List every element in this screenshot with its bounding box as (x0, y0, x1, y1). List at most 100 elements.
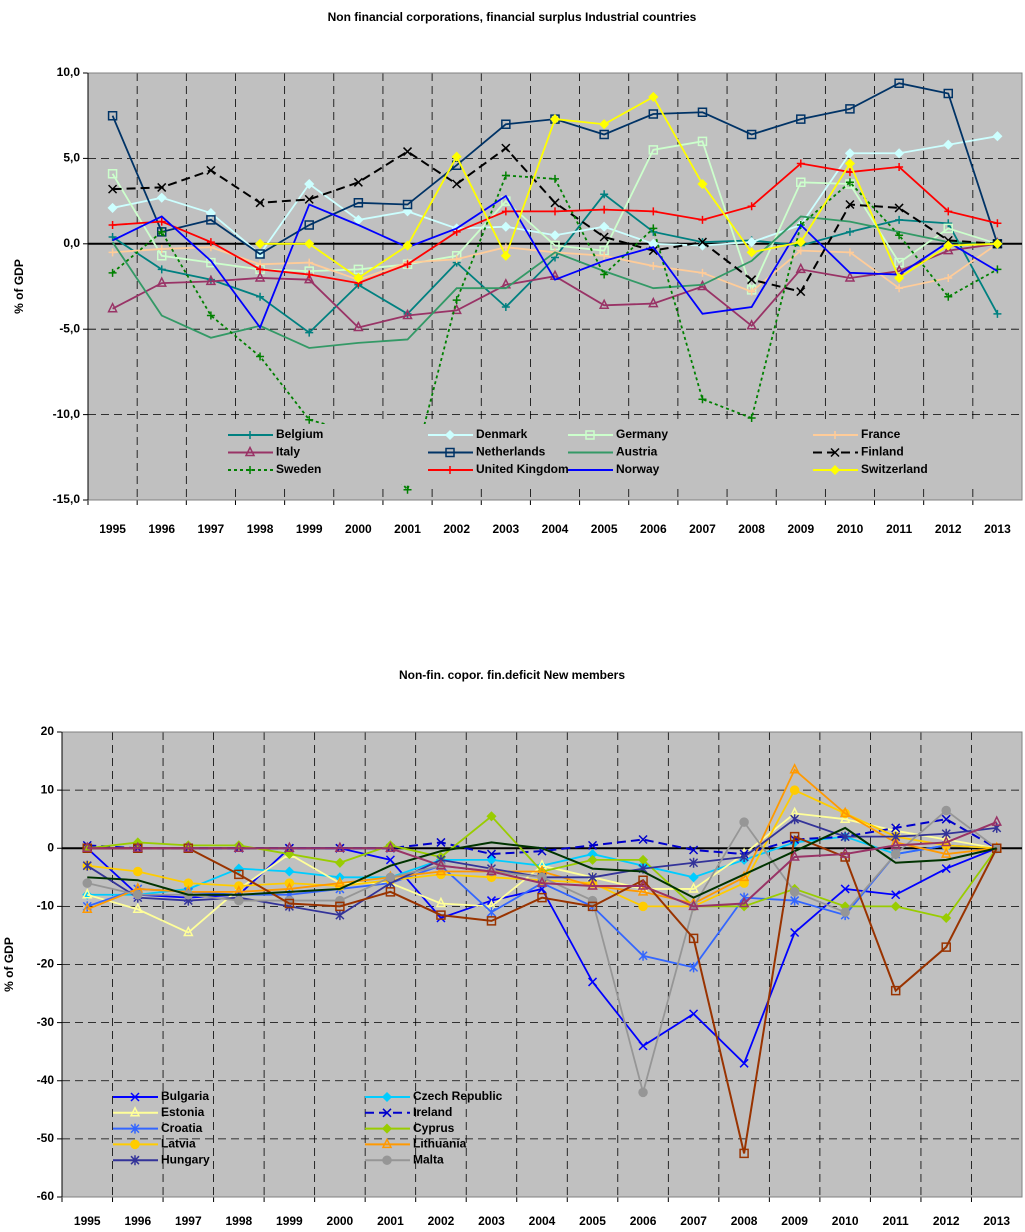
y-tick-label: 10 (41, 782, 55, 796)
marker (649, 224, 658, 233)
marker (941, 805, 951, 816)
legend-label: France (861, 427, 901, 441)
legend-label: Cyprus (413, 1121, 455, 1135)
marker (254, 271, 266, 282)
marker (585, 430, 595, 440)
marker (895, 215, 904, 224)
marker (234, 895, 244, 906)
marker (385, 872, 396, 883)
marker (638, 1087, 648, 1098)
marker (445, 447, 455, 458)
marker (108, 268, 117, 277)
marker (305, 258, 314, 267)
marker (845, 248, 854, 257)
marker (107, 302, 118, 313)
marker (107, 110, 118, 121)
marker (304, 220, 314, 230)
legend-label: Lithuania (413, 1137, 467, 1151)
marker (840, 884, 850, 894)
marker (156, 251, 167, 261)
marker (796, 287, 806, 297)
marker (334, 857, 345, 868)
marker (130, 1123, 140, 1134)
marker (446, 466, 454, 474)
x-tick-label: 2001 (394, 522, 421, 536)
legend-label: Germany (616, 427, 668, 441)
marker (638, 1041, 648, 1051)
marker (205, 274, 217, 286)
marker (789, 887, 800, 897)
marker (789, 831, 800, 842)
marker (334, 841, 346, 852)
marker (598, 298, 610, 310)
series (87, 826, 997, 899)
marker (698, 268, 707, 277)
marker (353, 272, 364, 284)
marker (637, 879, 649, 890)
marker (587, 840, 598, 850)
marker (550, 114, 560, 124)
marker (381, 1137, 393, 1149)
x-tick-label: 2006 (640, 522, 667, 536)
y-axis-label: % of GDP (2, 937, 16, 992)
marker (943, 223, 954, 234)
marker (157, 265, 166, 274)
x-tick-label: 2005 (579, 1214, 606, 1228)
marker (944, 207, 953, 216)
marker (551, 207, 559, 216)
marker (157, 217, 166, 226)
marker (840, 907, 850, 917)
marker (688, 933, 699, 944)
x-tick-label: 1998 (247, 522, 274, 536)
marker (133, 890, 143, 900)
marker (689, 845, 699, 855)
chart-title: Non financial corporations, financial su… (328, 10, 697, 24)
marker (108, 248, 117, 257)
marker (353, 198, 364, 208)
marker (304, 238, 315, 249)
series (108, 159, 1002, 288)
marker (796, 159, 805, 168)
legend-label: Belgium (276, 427, 323, 441)
marker (845, 199, 855, 210)
marker (638, 901, 648, 912)
x-tick-label: 2002 (443, 522, 470, 536)
marker (385, 887, 396, 897)
marker (335, 901, 345, 912)
marker (436, 910, 446, 920)
y-axis-label: % of GDP (12, 259, 26, 314)
marker (688, 882, 699, 893)
x-tick-label: 1996 (148, 522, 175, 536)
marker (796, 246, 805, 255)
marker (941, 814, 951, 824)
marker (305, 270, 314, 279)
x-tick-label: 2003 (492, 522, 519, 536)
marker (157, 244, 166, 253)
marker (739, 817, 749, 827)
marker (501, 302, 510, 311)
marker (385, 841, 396, 852)
marker (486, 811, 497, 822)
marker (845, 168, 854, 177)
marker (840, 831, 850, 842)
marker (890, 985, 901, 996)
marker (895, 231, 904, 240)
y-tick-label: 0 (47, 840, 54, 854)
marker (284, 866, 295, 877)
x-tick-label: 2005 (591, 522, 618, 536)
marker (943, 240, 954, 251)
marker (844, 158, 856, 169)
marker (943, 139, 954, 150)
marker (284, 849, 295, 860)
marker (133, 866, 143, 877)
marker (992, 131, 1003, 142)
x-tick-label: 2013 (984, 522, 1011, 536)
marker (747, 287, 756, 296)
marker (551, 174, 559, 183)
marker (638, 875, 648, 885)
marker (789, 850, 800, 861)
marker (402, 199, 413, 210)
marker (993, 219, 1002, 228)
marker (599, 245, 609, 256)
marker (698, 215, 707, 224)
